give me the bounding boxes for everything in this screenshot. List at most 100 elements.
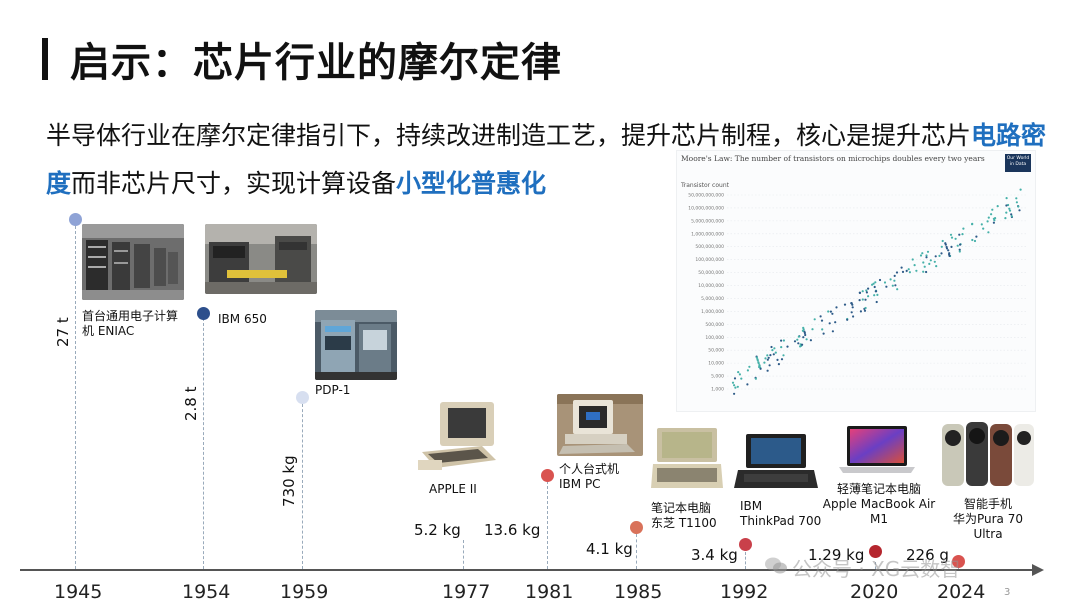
weight-ibm650: 2.8 t [182, 386, 200, 421]
chart-point [770, 345, 773, 349]
chart-point [993, 219, 996, 222]
chart-point [1018, 209, 1021, 212]
chart-y-tick: 100,000 [705, 335, 724, 341]
chart-point [875, 290, 878, 293]
chart-point [782, 339, 785, 342]
chart-point [831, 330, 834, 333]
chart-point [958, 250, 961, 253]
chart-point [782, 354, 785, 357]
chart-point [923, 265, 926, 268]
chart-point [896, 288, 899, 291]
year-2024: 2024 [937, 581, 986, 603]
dot-1992 [739, 538, 752, 551]
chart-point [764, 357, 767, 360]
dot-1954 [197, 307, 210, 320]
chart-point [1007, 203, 1010, 207]
chart-point [915, 269, 918, 272]
chart-point [921, 252, 924, 255]
year-2020: 2020 [850, 581, 899, 603]
chart-point [941, 239, 944, 243]
chart-point [962, 227, 965, 230]
year-1959: 1959 [280, 581, 329, 603]
label-ibmpc: 个人台式机 IBM PC [559, 462, 619, 492]
chart-point [975, 235, 978, 238]
chart-point [980, 223, 983, 226]
chart-point [1010, 215, 1013, 218]
year-1977: 1977 [442, 581, 491, 603]
chart-point [925, 270, 928, 274]
chart-point [766, 369, 769, 372]
chart-y-ticks: 50,000,000,000 10,000,000,000 5,000,000,00… [688, 193, 724, 393]
chart-point [834, 321, 837, 324]
chart-y-tick: 5,000,000 [701, 296, 724, 302]
weight-ibmpc: 13.6 kg [484, 521, 541, 539]
chart-point [733, 377, 737, 380]
chart-point [851, 303, 854, 306]
weight-pdp1: 730 kg [280, 455, 298, 507]
chart-point [828, 322, 831, 325]
chart-point [776, 358, 779, 361]
page-title: 启示：芯片行业的摩尔定律 [70, 40, 562, 86]
stem-1992 [745, 552, 746, 569]
label-macbook-line3: M1 [870, 512, 888, 526]
chart-point [756, 359, 759, 362]
chart-point [971, 238, 974, 242]
ibmpc-photo [557, 394, 643, 456]
toshiba-t1100-photo [651, 426, 723, 496]
chart-y-tick: 50,000,000 [698, 270, 724, 276]
stem-1959 [302, 404, 303, 569]
watermark: 公众号 · XG云数智 [766, 553, 960, 582]
timeline-axis [20, 569, 1040, 571]
chart-point [878, 278, 882, 282]
chart-point [954, 237, 957, 240]
chart-point [949, 233, 953, 236]
watermark-text: 公众号 · XG云数智 [792, 557, 961, 581]
chart-point [858, 291, 861, 294]
chart-point [875, 300, 878, 304]
dot-2020 [869, 545, 882, 558]
chart-point [763, 361, 766, 364]
label-pura70-line3: Ultra [973, 527, 1003, 541]
chart-point [731, 381, 735, 384]
chart-point [893, 279, 896, 282]
chart-point [1004, 217, 1007, 220]
chart-point [809, 339, 812, 342]
chart-point [740, 377, 743, 380]
chart-point [813, 318, 816, 321]
chart-y-tick: 10,000,000 [698, 283, 724, 289]
chart-point [919, 254, 923, 257]
chart-point [793, 340, 797, 343]
page-number: 3 [1004, 587, 1011, 598]
chart-point [987, 216, 990, 219]
apple2-photo [416, 400, 500, 474]
chart-point [883, 281, 887, 284]
chart-point [987, 231, 990, 234]
chart-point [797, 342, 800, 345]
eniac-photo [82, 224, 184, 300]
subtitle: 半导体行业在摩尔定律指引下，持续改进制造工艺，提升芯片制程，核心是提升芯片电路密… [46, 112, 1056, 208]
chart-point [780, 346, 783, 349]
year-1985: 1985 [614, 581, 663, 603]
chart-point [959, 243, 962, 246]
chart-point [852, 315, 855, 318]
chart-point [769, 354, 772, 357]
label-ibm650: IBM 650 [218, 312, 267, 326]
chart-point [822, 332, 825, 335]
label-pura70-line2: 华为Pura 70 [952, 512, 1023, 526]
chart-y-tick: 5,000 [711, 374, 724, 380]
stem-1985 [636, 534, 637, 569]
chart-point [759, 367, 762, 370]
timeline-arrow [1032, 564, 1044, 576]
chart-point [925, 256, 928, 259]
stem-1954 [203, 318, 204, 569]
chart-point [948, 254, 951, 257]
stem-1981 [547, 481, 548, 569]
chart-point [758, 364, 761, 368]
chart-y-tick: 100,000,000 [695, 257, 724, 263]
chart-scatter-points [731, 188, 1022, 395]
chart-y-label: Transistor count [681, 182, 729, 189]
chart-point [831, 312, 834, 315]
dot-1945 [69, 213, 82, 226]
label-pura70: 智能手机 华为Pura 70 Ultra [936, 497, 1040, 542]
chart-point [925, 254, 928, 257]
